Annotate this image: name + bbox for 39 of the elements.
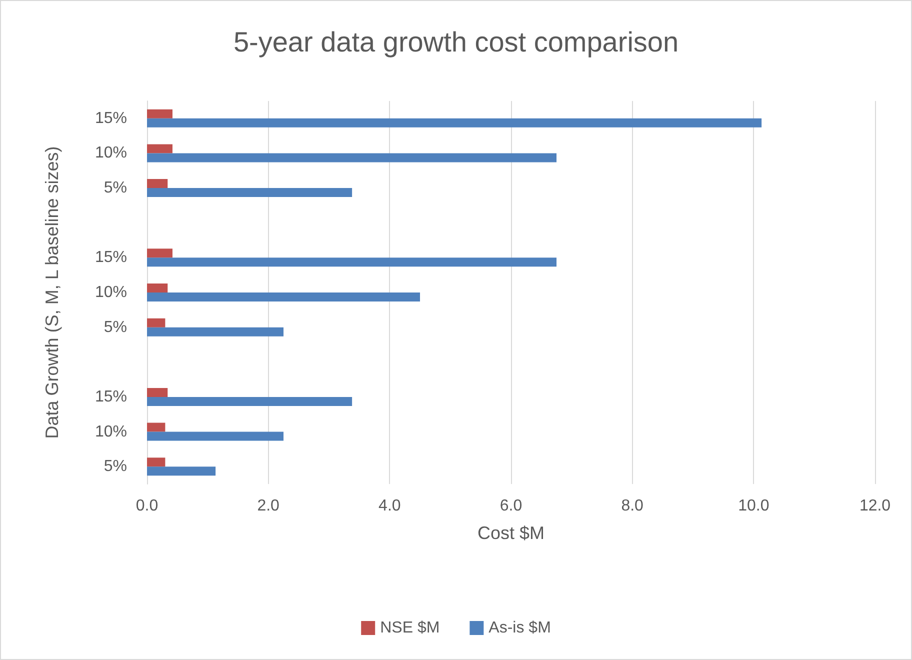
bar [147,188,352,198]
x-tick-label: 0.0 [136,498,158,514]
y-tick-label: 10% [94,284,127,301]
bar [147,466,216,476]
legend-label: NSE $M [380,620,440,636]
bar [147,422,166,432]
legend-label: As-is $M [488,620,551,636]
x-tick-label: 2.0 [257,498,280,514]
y-tick-label: 15% [94,388,127,406]
bar [147,248,172,258]
bar [147,258,556,267]
y-tick-label: 15% [94,249,127,266]
x-tick-label: 6.0 [500,498,522,514]
bar [147,388,168,397]
bar [147,179,168,188]
x-tick-label: 10.0 [738,498,770,514]
bar [147,327,284,336]
bar [147,458,166,467]
x-axis-title: Cost $M [477,523,545,543]
y-tick-label: 5% [104,180,127,197]
bar [147,118,762,128]
y-tick-label: 5% [104,318,127,336]
x-tick-label: 8.0 [621,498,644,514]
x-tick-label: 12.0 [859,498,891,514]
bar [147,292,420,302]
bar [147,396,352,406]
y-tick-label: 15% [94,110,127,127]
y-tick-label: 10% [94,144,127,162]
chart-title: 5-year data growth cost comparison [233,26,679,58]
y-tick-label: 5% [104,458,127,476]
bar [147,144,172,154]
bar [147,432,284,441]
y-tick-label: 10% [94,423,127,440]
bar [147,284,168,292]
bar [147,318,166,328]
bar [147,153,556,162]
y-axis-title: Data Growth (S, M, L baseline sizes) [42,146,62,439]
x-tick-label: 4.0 [378,498,401,514]
bar [147,109,172,118]
